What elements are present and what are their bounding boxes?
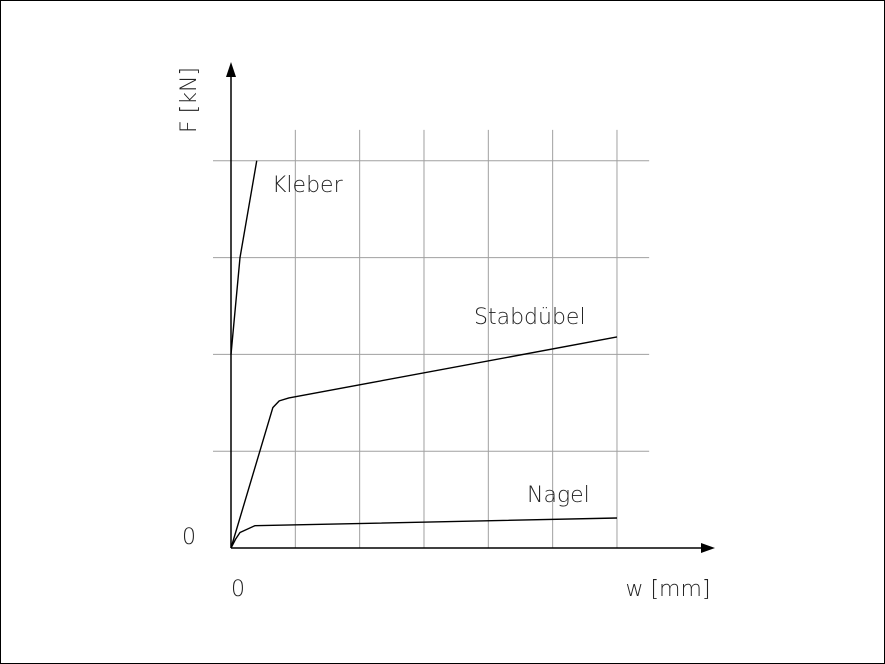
y-axis-arrow	[226, 62, 236, 77]
series-line	[230, 336, 618, 549]
x-axis-label: w [mm]	[625, 577, 710, 602]
series-label: Kleber	[272, 173, 344, 198]
y-tick-label: 0	[182, 525, 196, 550]
series-line	[230, 517, 617, 549]
series-line	[230, 160, 258, 355]
grid	[213, 129, 650, 548]
y-axis-label: F [kN]	[177, 67, 202, 133]
series-label: Stabdübel	[474, 305, 586, 330]
x-tick-label: 0	[231, 577, 245, 602]
series-label: Nagel	[527, 483, 590, 508]
x-axis-arrow	[701, 543, 715, 553]
